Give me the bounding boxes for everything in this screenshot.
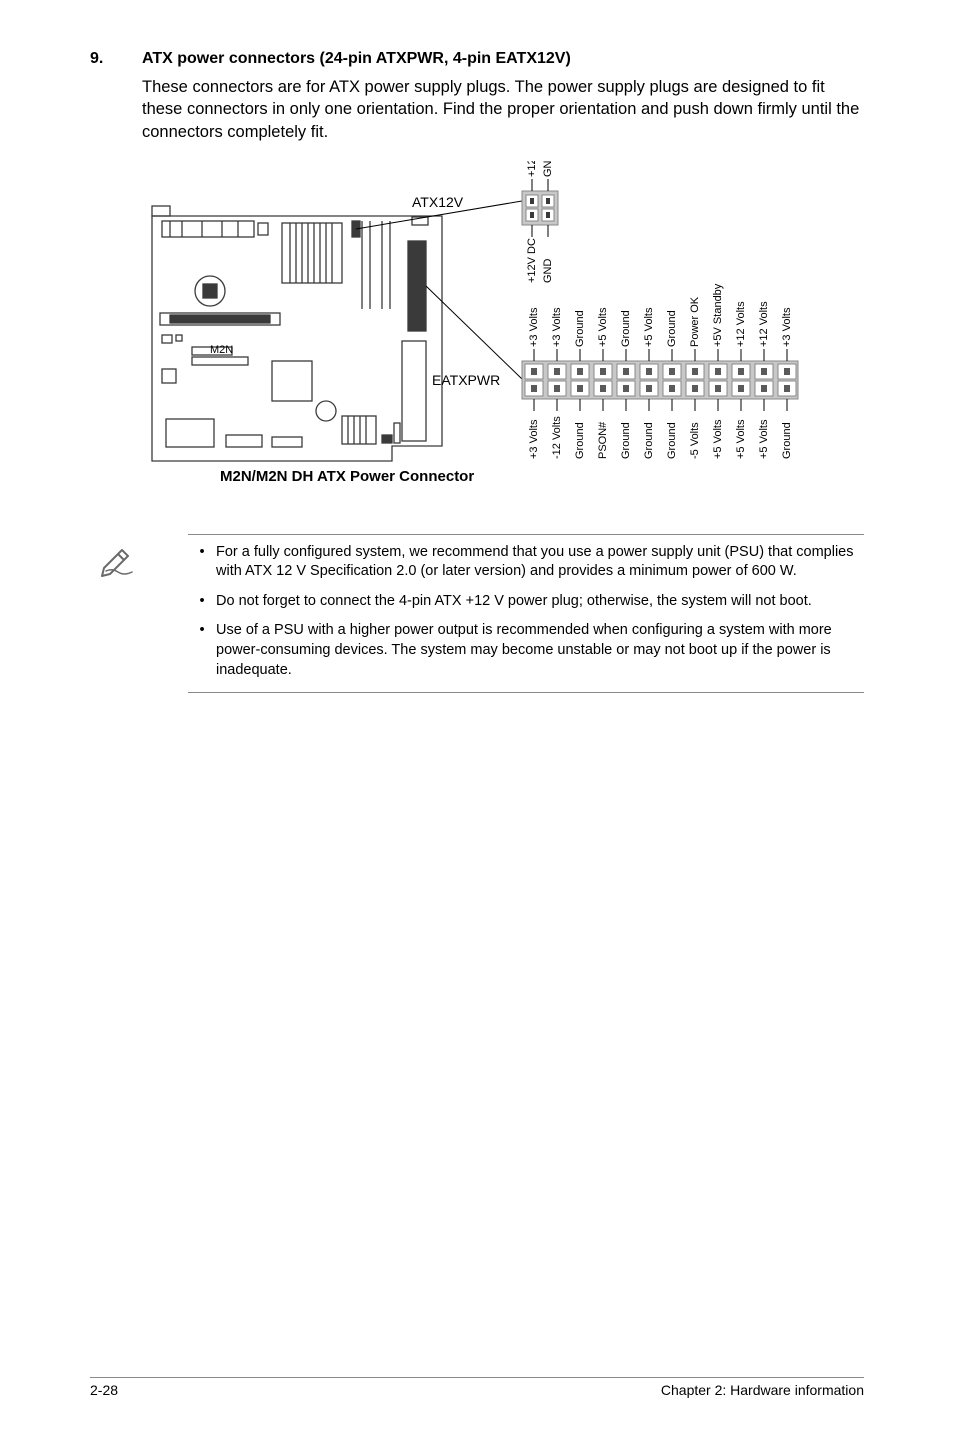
atx12v-pin-bot-1: GND	[542, 258, 554, 283]
eatxpwr-pin-top-3: +5 Volts	[597, 307, 609, 347]
bullet-icon: •	[188, 592, 216, 612]
eatxpwr-pin-bot-4: Ground	[620, 422, 632, 459]
eatxpwr-pin-top-7: Power OK	[689, 296, 701, 347]
page-footer: 2-28 Chapter 2: Hardware information	[90, 1377, 864, 1398]
eatxpwr-pin-top-6: Ground	[666, 310, 678, 347]
eatxpwr-pin-top-1: +3 Volts	[551, 307, 563, 347]
eatxpwr-pin-top-9: +12 Volts	[735, 301, 747, 347]
board-title: M2N/M2N DH ATX Power Connector	[220, 468, 474, 485]
eatxpwr-pin-bot-10: +5 Volts	[758, 419, 770, 459]
page-number: 2-28	[90, 1382, 118, 1398]
atx12v-pin-top-1: GND	[542, 161, 554, 177]
eatxpwr-label: EATXPWR	[432, 372, 500, 388]
atx12v-pin-bot-0: +12V DC	[526, 238, 538, 283]
pencil-icon	[90, 534, 188, 587]
notes-section: • For a fully configured system, we reco…	[90, 534, 864, 693]
note-item: • For a fully configured system, we reco…	[188, 543, 864, 582]
notes-list: • For a fully configured system, we reco…	[188, 534, 864, 693]
chapter-label: Chapter 2: Hardware information	[661, 1382, 864, 1398]
section-title: ATX power connectors (24-pin ATXPWR, 4-p…	[142, 50, 571, 68]
eatxpwr-pin-bot-9: +5 Volts	[735, 419, 747, 459]
eatxpwr-pin-top-5: +5 Volts	[643, 307, 655, 347]
bullet-icon: •	[188, 621, 216, 680]
eatxpwr-pin-bot-7: -5 Volts	[689, 422, 701, 459]
section-heading-row: 9. ATX power connectors (24-pin ATXPWR, …	[90, 50, 864, 68]
eatxpwr-pin-bot-0: +3 Volts	[528, 419, 540, 459]
power-connector-diagram: M2N ATX12V +12V DC GND	[142, 161, 864, 506]
bullet-icon: •	[188, 543, 216, 582]
eatxpwr-pin-top-11: +3 Volts	[781, 307, 793, 347]
eatxpwr-pin-top-10: +12 Volts	[758, 301, 770, 347]
note-item: • Use of a PSU with a higher power outpu…	[188, 621, 864, 680]
eatxpwr-pin-bot-8: +5 Volts	[712, 419, 724, 459]
eatxpwr-pin-bot-3: PSON#	[597, 421, 609, 459]
eatxpwr-pin-bot-5: Ground	[643, 422, 655, 459]
eatxpwr-pin-top-0: +3 Volts	[528, 307, 540, 347]
note-text: Do not forget to connect the 4-pin ATX +…	[216, 592, 864, 612]
section-body: These connectors are for ATX power suppl…	[142, 76, 864, 143]
section-number: 9.	[90, 50, 142, 68]
eatxpwr-pin-top-2: Ground	[574, 310, 586, 347]
atx12v-label: ATX12V	[412, 194, 464, 210]
eatxpwr-pin-top-4: Ground	[620, 310, 632, 347]
eatxpwr-pin-bot-11: Ground	[781, 422, 793, 459]
eatxpwr-pin-bot-1: -12 Volts	[551, 415, 563, 458]
note-text: For a fully configured system, we recomm…	[216, 543, 864, 582]
eatxpwr-pin-top-8: +5V Standby	[712, 283, 724, 347]
eatxpwr-pin-bot-6: Ground	[666, 422, 678, 459]
note-item: • Do not forget to connect the 4-pin ATX…	[188, 592, 864, 612]
note-text: Use of a PSU with a higher power output …	[216, 621, 864, 680]
board-silkscreen: M2N	[210, 344, 233, 356]
atx12v-pin-top-0: +12V DC	[526, 161, 538, 177]
eatxpwr-pin-bot-2: Ground	[574, 422, 586, 459]
